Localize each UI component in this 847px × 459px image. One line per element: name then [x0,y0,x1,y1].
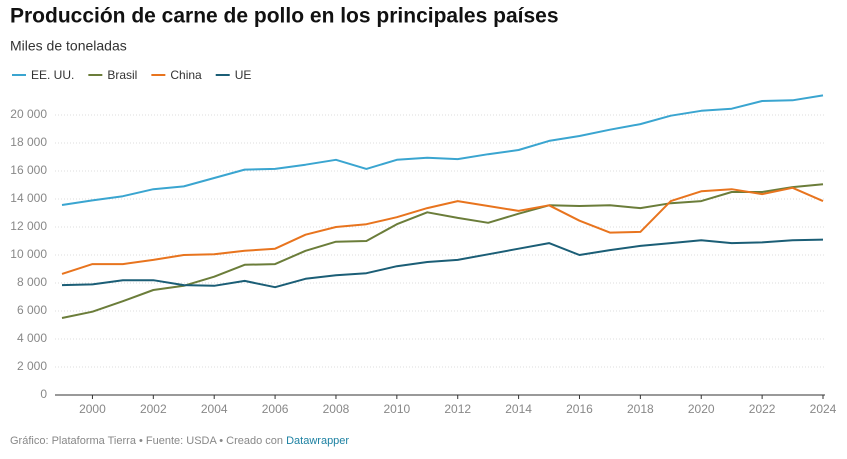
footer: Gráfico: Plataforma Tierra • Fuente: USD… [10,435,349,447]
y-tick-label: 18 000 [10,135,47,149]
x-tick-label: 2016 [566,402,593,416]
y-tick-label: 20 000 [10,107,47,121]
x-tick-label: 2018 [627,402,654,416]
chart-subtitle: Miles de toneladas [10,38,127,54]
y-tick-label: 0 [40,387,47,401]
y-tick-label: 8 000 [17,275,47,289]
series-line [61,94,824,207]
y-tick-label: 16 000 [10,163,47,177]
x-tick-label: 2010 [383,402,410,416]
legend-label: China [170,68,202,82]
series-line [61,238,824,289]
x-tick-label: 2014 [505,402,532,416]
x-tick-label: 2002 [140,402,167,416]
x-tick-label: 2004 [201,402,228,416]
y-tick-label: 4 000 [17,331,47,345]
x-tick-label: 2006 [262,402,289,416]
x-tick-label: 2022 [749,402,776,416]
legend-label: UE [235,68,252,82]
chart-title: Producción de carne de pollo en los prin… [10,5,559,28]
y-tick-label: 6 000 [17,303,47,317]
y-tick-label: 10 000 [10,247,47,261]
series-line [61,186,824,275]
y-tick-label: 12 000 [10,219,47,233]
x-tick-label: 2020 [688,402,715,416]
x-tick-label: 2008 [323,402,350,416]
legend-label: Brasil [107,68,137,82]
footer-link[interactable]: Datawrapper [286,435,349,447]
legend-label: EE. UU. [31,68,74,82]
footer-text: Gráfico: Plataforma Tierra • Fuente: USD… [10,435,283,447]
y-tick-label: 2 000 [17,359,47,373]
x-tick-label: 2024 [810,402,837,416]
x-tick-label: 2012 [444,402,471,416]
x-tick-label: 2000 [79,402,106,416]
y-tick-label: 14 000 [10,191,47,205]
